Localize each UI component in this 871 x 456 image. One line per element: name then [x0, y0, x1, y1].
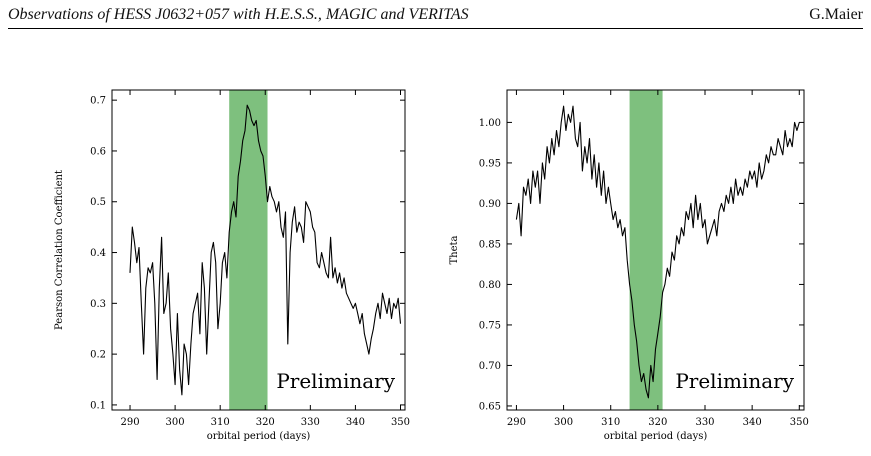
- y-tick-label: 0.90: [479, 199, 501, 210]
- y-tick-label: 0.65: [479, 401, 501, 412]
- x-tick-label: 300: [166, 417, 185, 428]
- x-tick-label: 330: [301, 417, 320, 428]
- x-tick-label: 330: [695, 417, 714, 428]
- x-tick-label: 350: [790, 417, 809, 428]
- y-axis-label: Pearson Correlation Coefficient: [54, 170, 65, 330]
- y-tick-label: 0.70: [479, 361, 501, 372]
- x-tick-label: 290: [507, 417, 526, 428]
- running-header: Observations of HESS J0632+057 with H.E.…: [8, 6, 863, 29]
- x-tick-label: 320: [648, 417, 667, 428]
- y-tick-label: 0.2: [90, 350, 106, 361]
- shaded-region: [229, 90, 268, 410]
- x-tick-label: 340: [743, 417, 762, 428]
- x-axis-label: orbital period (days): [207, 431, 311, 442]
- x-axis-label: orbital period (days): [604, 431, 708, 442]
- x-tick-label: 310: [211, 417, 230, 428]
- correlation-chart: 290 300 310 320 330 340 350 0.1 0.2 0.3 0.4 0.5 0.6 0…: [54, 89, 410, 442]
- header-author: G.Maier: [809, 6, 863, 23]
- y-tick-label: 0.95: [479, 158, 501, 169]
- y-tick-label: 0.80: [479, 280, 501, 291]
- header-title: Observations of HESS J0632+057 with H.E.…: [8, 6, 469, 23]
- x-tick-label: 310: [601, 417, 620, 428]
- x-tick-label: 300: [554, 417, 573, 428]
- x-tick-label: 350: [391, 417, 410, 428]
- x-tick-label: 290: [120, 417, 139, 428]
- y-tick-label: 0.7: [90, 96, 106, 107]
- theta-chart: 290 300 310 320 330 340 350 0.65 0.70 0.75 0.80 0.8…: [449, 89, 809, 442]
- preliminary-annotation: Preliminary: [276, 369, 395, 393]
- data-line: [129, 104, 402, 396]
- y-tick-label: 0.75: [479, 320, 501, 331]
- x-tick-label: 340: [346, 417, 365, 428]
- y-tick-label: 1.00: [479, 118, 501, 129]
- y-tick-label: 0.85: [479, 239, 501, 250]
- x-tick-label: 320: [256, 417, 275, 428]
- plot-frame: [506, 89, 805, 411]
- data-line: [515, 105, 800, 399]
- y-tick-label: 0.4: [90, 248, 106, 259]
- y-tick-label: 0.1: [90, 400, 106, 411]
- y-axis-label: Theta: [449, 235, 460, 264]
- y-tick-label: 0.5: [90, 197, 106, 208]
- plot-frame: [111, 89, 406, 411]
- shaded-region: [629, 90, 663, 410]
- preliminary-annotation: Preliminary: [675, 369, 794, 393]
- y-tick-label: 0.6: [90, 146, 106, 157]
- y-tick-label: 0.3: [90, 299, 106, 310]
